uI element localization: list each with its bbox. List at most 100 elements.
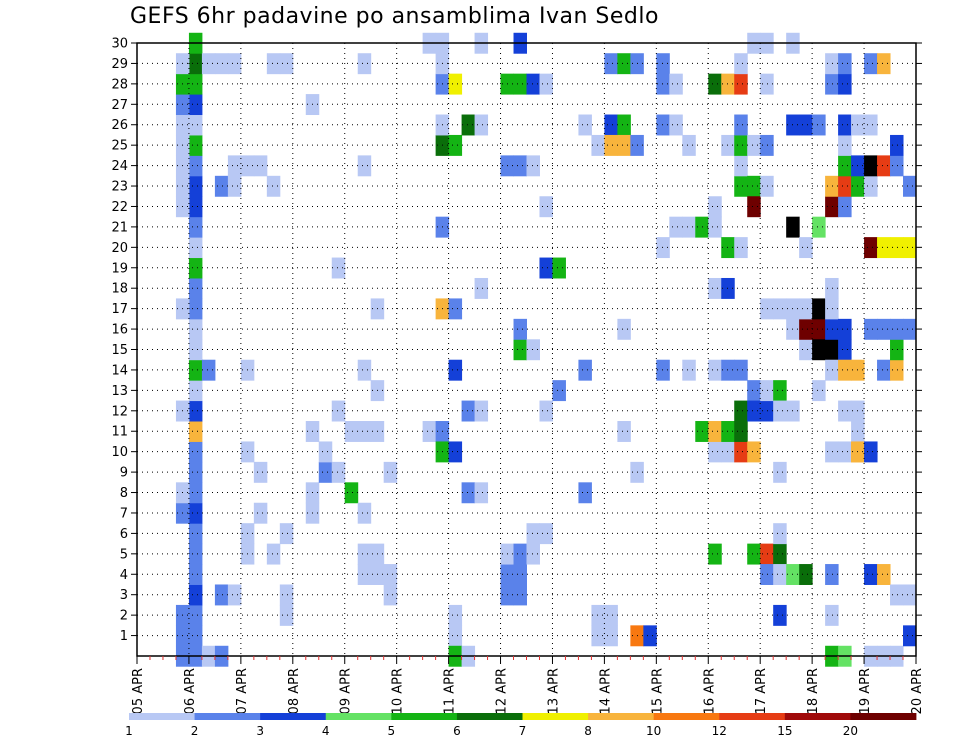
heatmap-cell — [708, 543, 722, 565]
x-tick-label: 17 APR — [754, 668, 769, 714]
heatmap-cell — [812, 380, 826, 402]
legend-swatch — [260, 713, 327, 720]
heatmap-cell — [188, 339, 203, 361]
x-tick-label: 07 APR — [235, 668, 250, 714]
heatmap-cell — [279, 523, 294, 545]
heatmap-cell — [591, 134, 605, 156]
heatmap-cell — [578, 359, 592, 381]
heatmap-cell — [799, 237, 813, 259]
heatmap-cell — [890, 359, 904, 381]
y-tick-label: 18 — [111, 282, 128, 297]
heatmap-cell — [838, 155, 852, 177]
legend-swatch — [653, 713, 720, 720]
heatmap-cell — [422, 421, 437, 442]
heatmap-cell — [279, 584, 294, 606]
heatmap-cell — [773, 543, 787, 565]
legend-swatch — [784, 713, 851, 720]
heatmap-cell — [825, 298, 839, 320]
heatmap-cell — [227, 584, 242, 606]
heatmap-cell — [604, 625, 618, 647]
heatmap-cell — [825, 359, 839, 381]
legend-label: 5 — [388, 724, 396, 738]
heatmap-cell — [448, 73, 463, 95]
x-tick-label: 12 APR — [495, 668, 510, 714]
heatmap-cell — [656, 53, 670, 75]
y-tick-label: 3 — [120, 588, 128, 603]
heatmap-cell — [734, 114, 748, 136]
heatmap-cell — [318, 441, 333, 463]
heatmap-cell — [578, 114, 592, 136]
heatmap-cell — [214, 584, 229, 606]
heatmap-cell — [656, 114, 670, 136]
heatmap-cell — [253, 155, 268, 177]
x-tick-label: 19 APR — [858, 668, 873, 714]
heatmap-cell — [734, 53, 748, 75]
heatmap-cell — [734, 155, 748, 177]
heatmap-cell — [526, 523, 540, 545]
grid-layer — [137, 42, 916, 656]
heatmap-cell — [604, 604, 618, 626]
heatmap-cell — [266, 175, 281, 197]
heatmap-cell — [838, 318, 852, 340]
heatmap-cell — [747, 196, 761, 218]
heatmap-cell — [227, 175, 242, 197]
heatmap-cell — [799, 114, 813, 136]
heatmap-cell — [864, 441, 878, 463]
y-tick-label: 23 — [111, 180, 128, 195]
heatmap-cell — [682, 359, 696, 381]
y-tick-label: 8 — [120, 486, 128, 501]
heatmap-cell — [188, 502, 203, 524]
x-tick-label: 15 APR — [650, 668, 665, 714]
heatmap-cell — [864, 175, 878, 197]
heatmap-cell — [760, 73, 774, 95]
heatmap-cell — [448, 625, 463, 647]
heatmap-cell — [734, 237, 748, 259]
heatmap-cell — [461, 400, 476, 422]
heatmap-cell — [188, 237, 203, 259]
heatmap-cell — [747, 441, 761, 463]
heatmap-cell — [734, 421, 748, 442]
heatmap-cell — [799, 339, 813, 361]
heatmap-cell — [656, 73, 670, 95]
heatmap-cell — [825, 73, 839, 95]
legend-swatch — [719, 713, 786, 720]
heatmap-cell — [617, 421, 631, 442]
heatmap-cell — [812, 216, 826, 238]
heatmap-cell — [877, 53, 891, 75]
heatmap-cell — [773, 380, 787, 402]
heatmap-cell — [877, 237, 891, 259]
heatmap-cell — [357, 502, 372, 524]
heatmap-cell — [188, 400, 203, 422]
heatmap-cell — [383, 584, 398, 606]
heatmap-cell — [708, 73, 722, 95]
heatmap-cell — [799, 298, 813, 320]
heatmap-cell — [448, 359, 463, 381]
heatmap-cell — [838, 400, 852, 422]
heatmap-cell — [188, 196, 203, 218]
heatmap-cell — [747, 175, 761, 197]
x-tick-label: 20 APR — [910, 668, 925, 714]
legend-swatch — [588, 713, 655, 720]
heatmap-cell — [812, 339, 826, 361]
heatmap-cell — [890, 318, 904, 340]
heatmap-cell — [474, 400, 489, 422]
heatmap-cell — [669, 73, 683, 95]
heatmap-cell — [877, 155, 891, 177]
heatmap-cell — [383, 461, 398, 483]
heatmap-cell — [188, 318, 203, 340]
heatmap-cell — [188, 584, 203, 606]
x-tick-label: 11 APR — [443, 668, 458, 714]
heatmap-cell — [318, 461, 333, 483]
heatmap-cell — [734, 134, 748, 156]
heatmap-cell — [838, 53, 852, 75]
y-tick-label: 29 — [111, 57, 128, 72]
heatmap-cell — [331, 257, 346, 279]
heatmap-cell — [513, 73, 527, 95]
legend-label: 1 — [125, 724, 133, 738]
y-tick-label: 22 — [111, 200, 128, 215]
heatmap-cell — [617, 318, 631, 340]
y-tick-label: 7 — [120, 506, 128, 521]
heatmap-cell — [357, 421, 372, 442]
heatmap-cell — [799, 564, 813, 585]
heatmap-cell — [656, 359, 670, 381]
